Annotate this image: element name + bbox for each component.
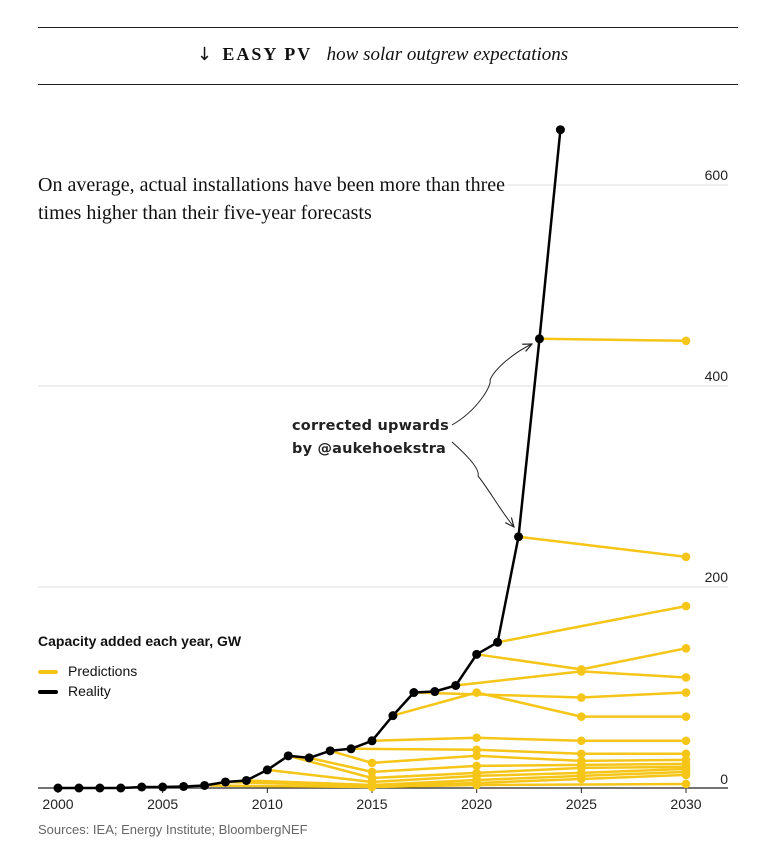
reality-point xyxy=(388,711,398,721)
prediction-line-6 xyxy=(392,691,686,718)
reality-point xyxy=(158,782,168,792)
prediction-point xyxy=(367,782,377,792)
annotation-arrow-up xyxy=(451,344,532,426)
legend-label-predictions: Predictions xyxy=(68,663,138,679)
prediction-point xyxy=(472,761,481,771)
reality-series xyxy=(53,125,565,793)
prediction-line-2 xyxy=(497,604,687,644)
legend-swatch-predictions xyxy=(38,670,58,675)
reality-point xyxy=(472,649,482,659)
prediction-line-0 xyxy=(518,535,687,559)
prediction-point xyxy=(681,336,691,346)
source-note: Sources: IEA; Energy Institute; Bloomber… xyxy=(38,822,308,837)
x-tick-label: 2015 xyxy=(356,796,387,812)
prediction-point xyxy=(367,758,377,768)
annotation-arrows xyxy=(451,344,532,527)
x-tick-label: 2020 xyxy=(461,796,492,812)
reality-point xyxy=(555,125,565,135)
reality-point xyxy=(325,746,335,756)
annotation-line-2: by @aukehoekstra xyxy=(292,441,447,457)
legend-title: Capacity added each year, GW xyxy=(38,633,242,649)
prediction-line-15 xyxy=(204,782,687,789)
chart-header: ↓ EASY PV how solar outgrew expectations xyxy=(0,44,765,70)
header-rule xyxy=(38,84,738,85)
prediction-line-1 xyxy=(539,337,687,343)
prediction-point xyxy=(577,736,586,746)
prediction-point xyxy=(681,712,691,721)
reality-point xyxy=(262,765,272,775)
legend-swatch-reality xyxy=(38,690,58,695)
reality-point xyxy=(53,783,63,793)
reality-point xyxy=(534,334,544,344)
y-tick-label: 200 xyxy=(705,569,729,585)
reality-point xyxy=(95,783,105,793)
prediction-point xyxy=(472,733,481,743)
reality-point xyxy=(514,532,524,542)
reality-point xyxy=(493,637,503,647)
x-tick-label: 2030 xyxy=(670,796,701,812)
reality-point xyxy=(137,782,147,792)
reality-point xyxy=(220,777,230,787)
reality-point xyxy=(241,775,251,785)
grid-lines xyxy=(38,184,728,588)
reality-point xyxy=(179,781,189,791)
prediction-point xyxy=(367,767,377,777)
reality-point xyxy=(367,736,377,746)
prediction-point xyxy=(472,745,481,755)
prediction-point xyxy=(681,779,691,789)
x-tick-label: 2005 xyxy=(147,796,178,812)
top-rule xyxy=(38,27,738,28)
header-title: EASY PV xyxy=(222,44,313,64)
reality-point xyxy=(430,687,440,697)
chart-headline: On average, actual installations have be… xyxy=(38,171,508,227)
prediction-point xyxy=(681,770,691,780)
prediction-point xyxy=(681,736,691,746)
legend-item-reality: Reality xyxy=(38,683,111,701)
reality-point xyxy=(200,780,210,790)
annotation-line-1: corrected upwards xyxy=(292,418,449,434)
y-tick-label: 600 xyxy=(705,167,729,183)
legend-item-predictions: Predictions xyxy=(38,663,137,681)
prediction-point xyxy=(681,552,691,562)
x-tick-label: 2025 xyxy=(566,796,597,812)
prediction-line-8 xyxy=(351,747,686,756)
prediction-line-4 xyxy=(455,670,687,687)
axes: 0 200 400 600 2000 2005 2010 2015 2020 2025 2030 xyxy=(38,167,728,812)
x-tick-label: 2010 xyxy=(252,796,283,812)
reality-point xyxy=(304,753,314,763)
prediction-point xyxy=(681,688,691,697)
reality-point xyxy=(409,688,419,698)
header-subtitle: how solar outgrew expectations xyxy=(326,44,569,65)
y-tick-label: 0 xyxy=(720,771,728,787)
legend-label-reality: Reality xyxy=(68,683,111,699)
prediction-point xyxy=(681,749,691,759)
prediction-point xyxy=(681,644,691,653)
prediction-point xyxy=(681,601,691,611)
annotation-text: corrected upwards by @aukehoekstra xyxy=(292,415,449,461)
prediction-series xyxy=(204,336,691,792)
down-arrow-icon: ↓ xyxy=(196,44,212,65)
y-tick-label: 400 xyxy=(705,368,729,384)
prediction-point xyxy=(577,712,586,721)
prediction-point xyxy=(577,774,586,784)
prediction-line-7 xyxy=(371,736,686,743)
x-tick-label: 2000 xyxy=(42,796,73,812)
prediction-point xyxy=(577,693,586,702)
prediction-point xyxy=(577,749,586,759)
reality-point xyxy=(74,783,84,793)
annotation-arrow-down xyxy=(451,441,514,527)
prediction-line-5 xyxy=(413,691,687,699)
reality-point xyxy=(346,744,356,754)
prediction-point xyxy=(472,751,481,761)
prediction-point xyxy=(681,673,691,682)
prediction-point xyxy=(472,688,481,697)
prediction-point xyxy=(577,667,586,676)
reality-point xyxy=(451,680,461,690)
reality-point xyxy=(283,751,293,761)
prediction-point xyxy=(472,780,481,790)
reality-point xyxy=(116,783,126,793)
